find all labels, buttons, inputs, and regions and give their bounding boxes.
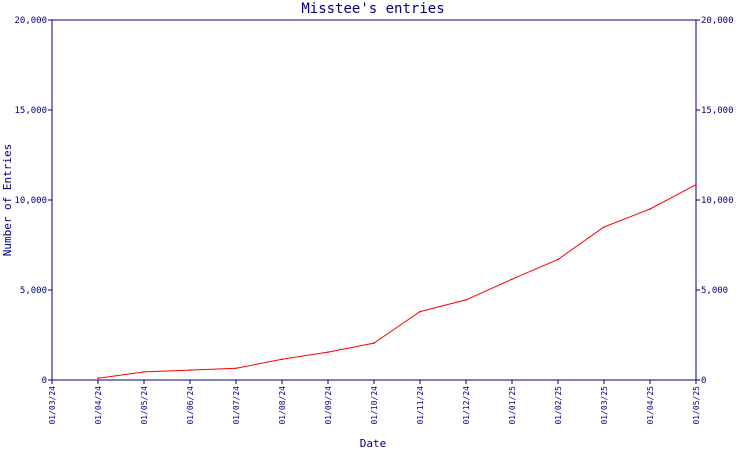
y-tick-label-left: 0 xyxy=(42,376,47,386)
x-tick-label: 01/02/25 xyxy=(554,386,563,425)
data-point xyxy=(465,299,467,301)
x-tick-label: 01/04/25 xyxy=(646,386,655,425)
data-point xyxy=(557,258,559,261)
x-tick-label: 01/11/24 xyxy=(416,386,425,425)
data-point xyxy=(97,377,99,380)
y-axis-title: Number of Entries xyxy=(1,144,14,257)
data-point xyxy=(649,208,651,210)
y-tick-label-left: 20,000 xyxy=(14,16,47,26)
x-tick-label: 01/05/25 xyxy=(692,386,701,425)
x-tick-label: 01/04/24 xyxy=(94,386,103,425)
series-layer xyxy=(97,183,697,380)
series-line xyxy=(97,184,697,379)
x-tick-label: 01/06/24 xyxy=(186,386,195,425)
y-tick-label-left: 5,000 xyxy=(20,286,47,296)
data-point xyxy=(419,310,421,313)
y-tick-label-right: 10,000 xyxy=(701,196,734,206)
x-tick-label: 01/03/24 xyxy=(48,386,57,425)
data-point xyxy=(603,226,605,228)
x-tick-label: 01/12/24 xyxy=(462,386,471,425)
plot-frame xyxy=(51,19,697,381)
x-tick-label: 01/05/24 xyxy=(140,386,149,425)
y-tick-label-left: 15,000 xyxy=(14,106,47,116)
y-tick-label-right: 15,000 xyxy=(701,106,734,116)
y-tick-label-right: 5,000 xyxy=(701,286,728,296)
y-tick-label-right: 0 xyxy=(701,376,706,386)
data-point xyxy=(327,351,329,353)
x-tick-label: 01/01/25 xyxy=(508,386,517,425)
data-point xyxy=(373,342,375,344)
y-axis-ticks: 0 0 5,000 5,000 10,000 10,000 15,000 15,000 20,0… xyxy=(14,16,733,386)
x-tick-label: 01/07/24 xyxy=(232,386,241,425)
data-point xyxy=(695,183,697,186)
x-axis-ticks: 01/03/24 01/04/24 01/05/24 01/06/24 01/07/24… xyxy=(48,380,701,425)
x-axis-title: Date xyxy=(360,437,387,450)
y-tick-label-left: 10,000 xyxy=(14,196,47,206)
data-point xyxy=(281,358,283,361)
data-point xyxy=(189,369,191,371)
data-point xyxy=(143,371,145,373)
chart-title: Misstee's entries xyxy=(301,1,444,17)
y-tick-label-right: 20,000 xyxy=(701,16,734,26)
data-point xyxy=(235,367,237,370)
x-tick-label: 01/09/24 xyxy=(324,386,333,425)
data-point xyxy=(511,278,513,281)
x-tick-label: 01/10/24 xyxy=(370,386,379,425)
x-tick-label: 01/03/25 xyxy=(600,386,609,425)
x-tick-label: 01/08/24 xyxy=(278,386,287,425)
